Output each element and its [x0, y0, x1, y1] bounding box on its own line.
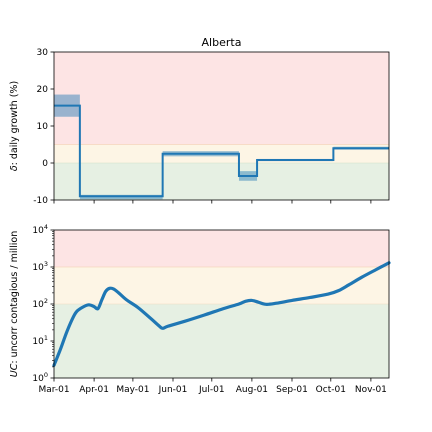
bottom-ylabel-text: : uncorr contagious / million — [9, 231, 20, 364]
bottom-ytick-label: 101 — [32, 334, 48, 347]
bottom-band-2 — [54, 230, 389, 267]
xtick-label: Jul-01 — [198, 385, 225, 395]
xtick-label: Aug-01 — [236, 385, 268, 395]
top-ytick-label: 10 — [37, 122, 49, 132]
xtick-label: Sep-01 — [276, 385, 308, 395]
top-ytick-label: 30 — [37, 48, 49, 58]
top-band-2 — [54, 52, 389, 145]
xtick-label: Oct-01 — [316, 385, 346, 395]
bottom-ytick-label: 102 — [32, 297, 48, 310]
top-ylabel-symbol: δ — [9, 165, 20, 171]
xtick-label: Mar-01 — [38, 385, 69, 395]
xtick-label: May-01 — [116, 385, 149, 395]
xtick-label: Nov-01 — [355, 385, 387, 395]
bottom-ylabel: UC: uncorr contagious / million — [9, 231, 20, 378]
bottom-ytick-label: 104 — [32, 223, 48, 236]
bottom-panel: 100 101 102 103 104 Mar-01 Apr-01 May-01 Jun-01… — [9, 223, 391, 395]
top-band-0 — [54, 163, 389, 200]
top-growth-line — [54, 104, 389, 198]
xtick-label: Apr-01 — [79, 385, 109, 395]
bottom-uc-line — [52, 261, 391, 367]
bottom-band-0 — [54, 304, 389, 378]
top-ytick-label: 0 — [42, 159, 48, 169]
top-ytick-label: -10 — [33, 196, 48, 206]
bottom-ylabel-symbol: UC — [9, 363, 20, 377]
top-panel: -10 0 10 20 30 Alberta δ: daily growth (%) — [9, 36, 390, 206]
xtick-label: Jun-01 — [158, 385, 188, 395]
top-ylabel-text: : daily growth (%) — [9, 81, 20, 166]
bottom-ytick-label: 103 — [32, 260, 48, 273]
bottom-band-1 — [54, 267, 389, 304]
bottom-ytick-label: 100 — [32, 371, 48, 384]
chart-title: Alberta — [202, 36, 242, 49]
top-ylabel: δ: daily growth (%) — [9, 81, 20, 171]
top-ytick-label: 20 — [37, 85, 49, 95]
